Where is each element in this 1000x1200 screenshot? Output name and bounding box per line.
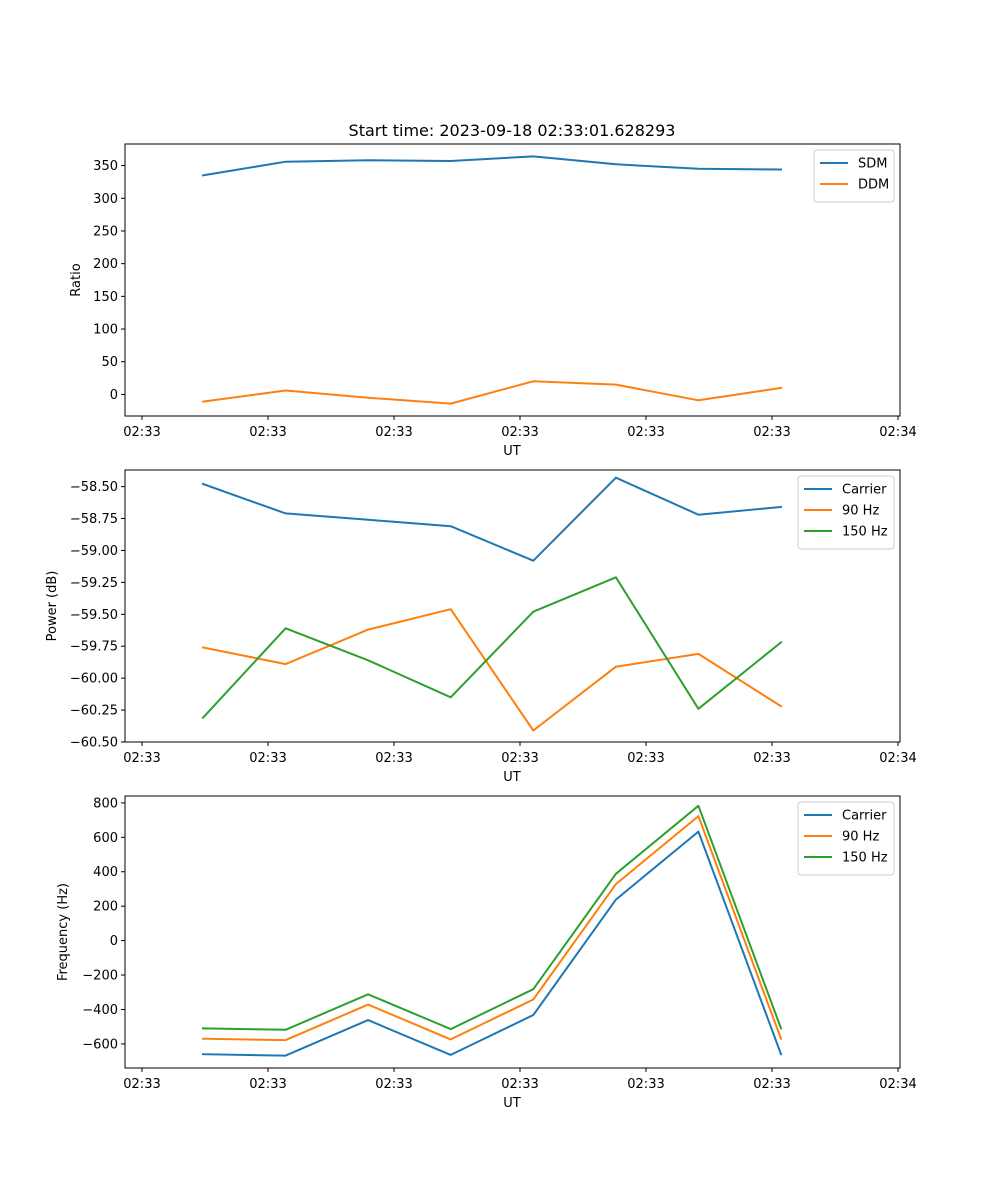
x-tick-label: 02:33 (501, 425, 538, 440)
series-line-150-hz (201, 804, 783, 1031)
y-tick-label: 100 (93, 323, 118, 338)
x-tick-label: 02:33 (627, 751, 664, 766)
x-axis-label: UT (503, 444, 521, 459)
legend-entry: Carrier (842, 809, 887, 824)
y-tick-label: −60.00 (70, 672, 118, 687)
y-tick-label: −58.75 (70, 512, 118, 527)
x-tick-label: 02:33 (249, 425, 286, 440)
series-line-sdm (201, 155, 783, 177)
x-tick-label: 02:34 (879, 751, 916, 766)
y-axis-label: Power (dB) (45, 571, 60, 642)
subplot-2: −60.50 −60.25 −60.00 −59.75 −59.50 −59.25 −59.… (45, 469, 917, 785)
x-tick-label: 02:33 (123, 751, 160, 766)
legend-entry: 90 Hz (842, 504, 879, 519)
y-tick-label: −59.75 (70, 640, 118, 655)
legend-entry: 150 Hz (842, 525, 888, 540)
x-tick-label: 02:33 (123, 425, 160, 440)
x-tick-label: 02:33 (501, 751, 538, 766)
y-tick-label: 250 (93, 224, 118, 239)
x-tick-label: 02:33 (123, 1077, 160, 1092)
legend: Carrier 90 Hz 150 Hz (797, 475, 895, 550)
y-tick-label: 300 (93, 192, 118, 207)
series-line-150-hz (201, 576, 783, 720)
series-line-90-hz (201, 815, 783, 1042)
y-tick-label: −58.50 (70, 480, 118, 495)
y-axis-label: Ratio (69, 263, 84, 296)
x-tick-label: 02:33 (753, 425, 790, 440)
x-tick-label: 02:34 (879, 425, 916, 440)
plot-frame (124, 143, 901, 417)
series-line-ddm (201, 380, 783, 405)
figure-title: Start time: 2023-09-18 02:33:01.628293 (349, 121, 676, 140)
x-tick-label: 02:34 (879, 1077, 916, 1092)
legend: SDM DDM (813, 149, 895, 203)
plot-frame (124, 795, 901, 1069)
y-tick-label: 800 (93, 796, 118, 811)
x-tick-label: 02:33 (753, 1077, 790, 1092)
y-tick-label: 0 (110, 388, 118, 403)
y-tick-label: 150 (93, 290, 118, 305)
x-tick-label: 02:33 (375, 751, 412, 766)
y-tick-label: 200 (93, 257, 118, 272)
x-tick-label: 02:33 (375, 425, 412, 440)
x-tick-label: 02:33 (249, 1077, 286, 1092)
y-tick-label: 0 (110, 934, 118, 949)
y-tick-label: 400 (93, 865, 118, 880)
series-line-carrier (201, 476, 783, 562)
y-axis-label: Frequency (Hz) (56, 883, 71, 981)
x-tick-label: 02:33 (627, 1077, 664, 1092)
y-tick-label: −59.50 (70, 608, 118, 623)
y-tick-label: −60.50 (70, 736, 118, 751)
y-tick-label: −600 (82, 1037, 118, 1052)
series-line-carrier (201, 830, 783, 1057)
y-tick-label: −200 (82, 969, 118, 984)
plot-frame (124, 469, 901, 743)
y-tick-label: 50 (101, 355, 118, 370)
y-tick-label: 200 (93, 900, 118, 915)
legend-entry: SDM (858, 157, 887, 172)
subplot-panels: 0 50 100 150 200 250 300 350 02:33 02:33 02:33 02:3… (45, 143, 917, 1111)
x-axis-label: UT (503, 1096, 521, 1111)
series-line-90-hz (201, 608, 783, 732)
x-tick-label: 02:33 (501, 1077, 538, 1092)
x-tick-label: 02:33 (249, 751, 286, 766)
legend-entry: Carrier (842, 483, 887, 498)
x-tick-label: 02:33 (375, 1077, 412, 1092)
legend-entry: 90 Hz (842, 830, 879, 845)
y-tick-label: −59.25 (70, 576, 118, 591)
y-tick-label: 600 (93, 831, 118, 846)
legend: Carrier 90 Hz 150 Hz (797, 801, 895, 876)
x-axis-label: UT (503, 770, 521, 785)
subplot-1: 0 50 100 150 200 250 300 350 02:33 02:33 02:33 02:3… (69, 143, 917, 459)
y-tick-label: −60.25 (70, 704, 118, 719)
legend-entry: 150 Hz (842, 851, 888, 866)
y-tick-label: −400 (82, 1003, 118, 1018)
y-tick-label: 350 (93, 159, 118, 174)
legend-entry: DDM (858, 178, 889, 193)
x-tick-label: 02:33 (753, 751, 790, 766)
x-tick-label: 02:33 (627, 425, 664, 440)
y-tick-label: −59.00 (70, 544, 118, 559)
subplot-3: −600 −400 −200 0 200 400 600 800 02:33 02:33 02:33… (56, 795, 917, 1111)
